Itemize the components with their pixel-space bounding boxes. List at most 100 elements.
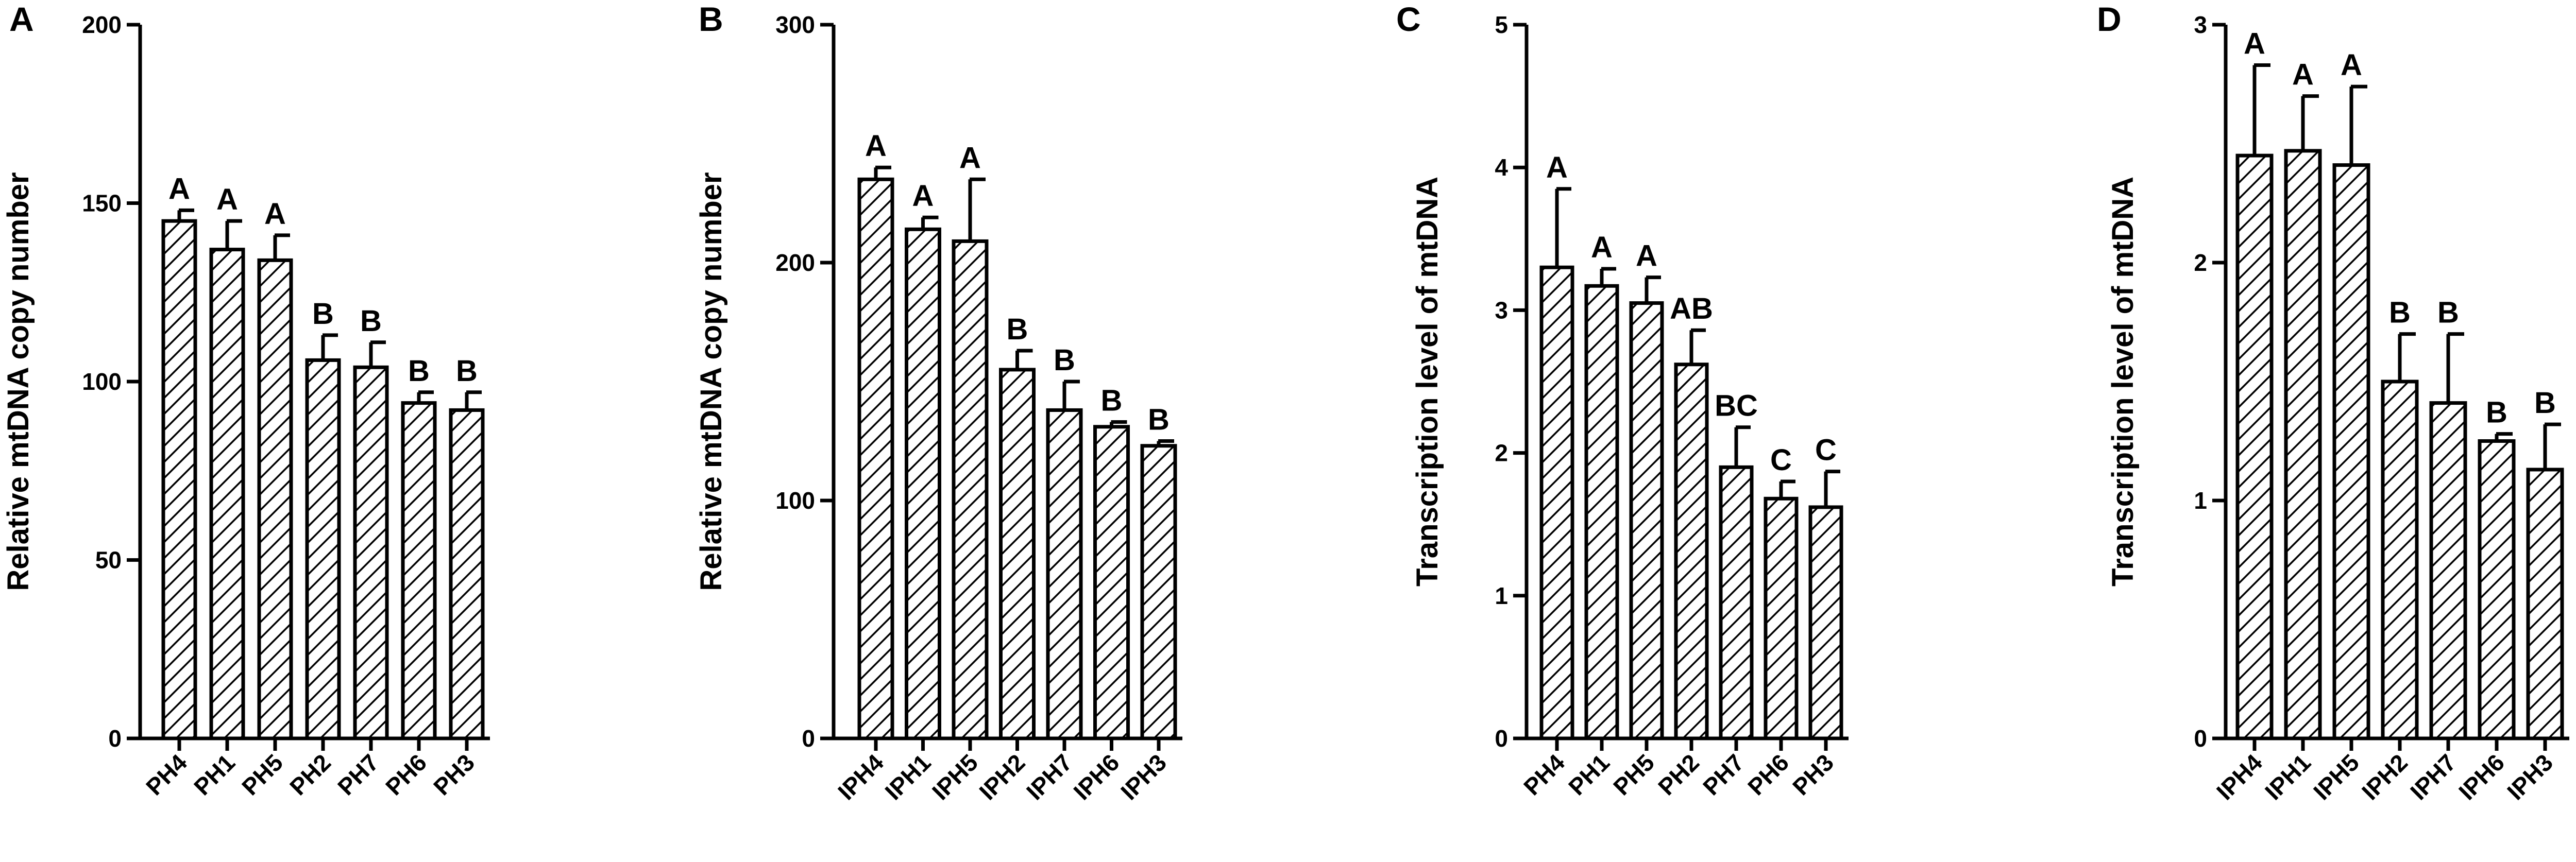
x-tick-label: PH1 (189, 749, 240, 800)
significance-label: AB (1670, 292, 1713, 325)
y-tick-label: 0 (2194, 725, 2207, 752)
significance-label: A (216, 183, 238, 216)
x-tick-label: PH5 (236, 749, 288, 800)
y-tick-label: 200 (775, 249, 815, 276)
bar-ph6 (1764, 496, 1799, 740)
y-tick-label: 0 (1495, 725, 1508, 752)
significance-label: A (264, 197, 286, 231)
significance-label: A (912, 179, 934, 213)
bar-iph6 (2478, 439, 2516, 740)
bar-iph3 (1140, 444, 1177, 740)
significance-label: A (168, 172, 190, 205)
significance-label: A (2341, 48, 2362, 82)
y-tick-label: 3 (1495, 297, 1508, 323)
y-tick-label: 50 (95, 547, 122, 574)
bar-ph2 (1674, 363, 1709, 740)
x-tick-label: PH2 (284, 749, 336, 800)
x-tick-label: IPH3 (2502, 749, 2558, 805)
panel-letter: B (699, 0, 723, 38)
significance-label: B (1148, 403, 1170, 437)
x-tick-label: PH3 (1787, 749, 1839, 800)
bar-ph7 (1719, 465, 1754, 740)
x-tick-label: PH1 (1563, 749, 1615, 800)
x-tick-label: PH4 (1518, 749, 1570, 800)
y-tick-label: 0 (802, 725, 815, 752)
significance-label: B (1101, 384, 1123, 418)
y-tick-label: 1 (1495, 582, 1508, 609)
x-tick-label: IPH3 (1115, 749, 1172, 805)
bar-iph5 (2332, 163, 2370, 740)
significance-label: A (865, 129, 887, 163)
x-tick-label: IPH2 (974, 749, 1030, 805)
y-axis-title: Relative mtDNA copy number (694, 172, 728, 591)
significance-label: B (2534, 386, 2556, 420)
y-tick-label: 5 (1495, 11, 1508, 38)
bar-iph4 (2235, 153, 2274, 740)
bar-iph1 (905, 227, 941, 740)
y-axis-title: Relative mtDNA copy number (2, 172, 35, 591)
y-tick-label: 0 (108, 725, 122, 752)
significance-label: B (1054, 343, 1075, 377)
bar-iph2 (999, 368, 1036, 740)
bar-ph3 (1808, 505, 1843, 740)
x-tick-label: IPH4 (2211, 749, 2267, 805)
x-tick-label: PH7 (1698, 749, 1749, 800)
significance-label: B (312, 297, 334, 331)
significance-label: B (456, 354, 478, 388)
significance-label: A (2244, 27, 2265, 61)
significance-label: BC (1715, 389, 1758, 423)
bar-ph4 (1539, 265, 1574, 740)
bar-ph5 (1629, 301, 1664, 740)
x-tick-label: PH6 (380, 749, 432, 800)
bar-ph1 (1584, 284, 1619, 740)
y-tick-label: 300 (775, 11, 815, 38)
significance-label: B (2486, 396, 2507, 429)
significance-label: B (2437, 296, 2459, 330)
significance-label: A (1636, 239, 1657, 273)
chart-panel-b: B Relative mtDNA copy number 0 100 200 300 A IP… (694, 0, 1182, 805)
bar-ph3 (449, 408, 485, 740)
significance-label: A (2292, 58, 2314, 92)
bar-iph4 (857, 177, 894, 740)
significance-label: A (1546, 151, 1568, 184)
x-tick-label: PH2 (1653, 749, 1704, 800)
y-tick-label: 2 (1495, 440, 1508, 467)
bar-ph5 (257, 258, 293, 740)
bar-ph7 (353, 365, 389, 740)
y-tick-label: 100 (82, 368, 122, 395)
y-tick-label: 100 (775, 487, 815, 514)
x-tick-label: PH5 (1608, 749, 1659, 800)
bar-ph6 (401, 401, 437, 740)
bar-iph2 (2381, 380, 2419, 740)
bar-ph1 (209, 248, 245, 740)
y-tick-label: 1 (2194, 487, 2207, 514)
x-tick-label: IPH6 (1068, 749, 1124, 805)
significance-label: C (1815, 434, 1837, 467)
bar-ph4 (161, 219, 197, 740)
chart-panel-a: A Relative mtDNA copy number 0 50 100 150 200 A… (2, 0, 490, 800)
significance-label: B (408, 354, 430, 388)
x-tick-label: PH7 (332, 749, 384, 800)
y-tick-label: 2 (2194, 249, 2207, 276)
x-tick-label: IPH2 (2357, 749, 2413, 805)
x-tick-label: IPH6 (2453, 749, 2510, 805)
x-tick-label: PH4 (141, 749, 192, 800)
significance-label: B (360, 304, 382, 338)
y-tick-label: 4 (1495, 154, 1508, 181)
x-tick-label: IPH1 (879, 749, 936, 805)
significance-label: B (2389, 296, 2411, 330)
significance-label: C (1770, 443, 1792, 477)
chart-panel-d: D Transcription level of mtDNA 0 1 2 3 A IPH4 A I… (2097, 0, 2569, 805)
y-axis-title: Transcription level of mtDNA (1411, 177, 1444, 587)
x-tick-label: IPH1 (2260, 749, 2316, 805)
x-tick-label: IPH4 (833, 749, 889, 805)
x-tick-label: IPH7 (2405, 749, 2461, 805)
bar-iph7 (1046, 408, 1083, 740)
significance-label: A (959, 141, 981, 175)
y-tick-label: 200 (82, 11, 122, 38)
bar-ph2 (305, 358, 341, 740)
panel-letter: C (1396, 0, 1421, 38)
bar-iph5 (952, 239, 989, 740)
bar-iph3 (2526, 468, 2564, 740)
